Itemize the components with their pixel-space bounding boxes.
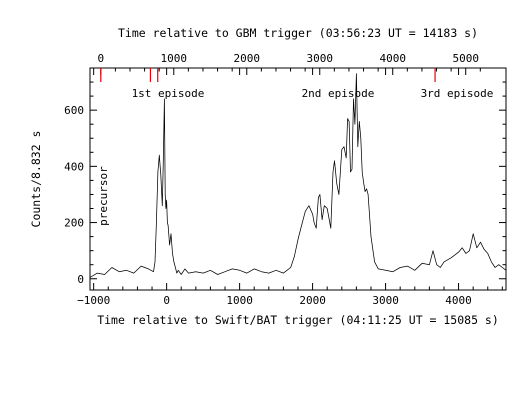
y-tick-label: 0 <box>77 273 84 286</box>
top-tick-label: 4000 <box>379 52 406 65</box>
bottom-tick-label: 3000 <box>372 294 399 307</box>
top-tick-label: 5000 <box>452 52 479 65</box>
y-tick-label: 600 <box>64 104 84 117</box>
annotation-precursor: precursor <box>97 166 110 226</box>
y-tick-label: 400 <box>64 160 84 173</box>
trigger-markers <box>100 68 436 82</box>
plot-frame <box>89 67 507 291</box>
bottom-tick-label: 4000 <box>445 294 472 307</box>
top-tick-label: 0 <box>97 52 104 65</box>
y-axis-title: Counts/8.832 s <box>29 131 43 228</box>
bottom-tick-label: 1000 <box>226 294 253 307</box>
top-tick-label: 3000 <box>306 52 333 65</box>
bottom-axis-title: Time relative to Swift/BAT trigger (04:1… <box>97 313 499 327</box>
annotation-1st-episode: 1st episode <box>132 87 205 100</box>
series-line <box>89 73 507 278</box>
bottom-tick-label: 2000 <box>299 294 326 307</box>
annotation-2nd-episode: 2nd episode <box>302 87 375 100</box>
top-tick-label: 2000 <box>234 52 261 65</box>
top-axis-title: Time relative to GBM trigger (03:56:23 U… <box>118 26 478 40</box>
bottom-tick-label: −1000 <box>77 294 110 307</box>
top-tick-label: 1000 <box>161 52 188 65</box>
bottom-tick-label: 0 <box>163 294 170 307</box>
annotation-3rd-episode: 3rd episode <box>421 87 494 100</box>
plot-area <box>89 73 507 278</box>
y-tick-label: 200 <box>64 217 84 230</box>
